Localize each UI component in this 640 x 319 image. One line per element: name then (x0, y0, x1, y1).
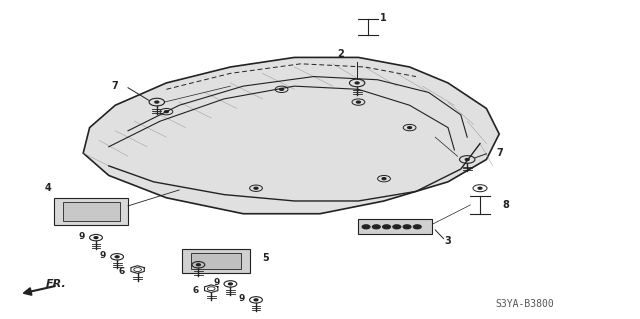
Text: 9: 9 (213, 278, 220, 287)
Bar (54, 198, 128, 225)
Text: S3YA-B3800: S3YA-B3800 (495, 299, 554, 309)
Text: 6: 6 (192, 286, 198, 295)
Text: 8: 8 (502, 200, 509, 210)
Text: 7: 7 (496, 148, 503, 158)
Circle shape (280, 88, 284, 90)
Circle shape (393, 225, 401, 229)
Bar (182, 249, 250, 273)
Circle shape (254, 299, 258, 301)
Bar (191, 253, 241, 269)
Text: 3: 3 (445, 236, 452, 246)
Text: 9: 9 (239, 294, 245, 303)
Circle shape (228, 283, 232, 285)
Circle shape (382, 178, 386, 180)
Circle shape (408, 127, 412, 129)
Text: 5: 5 (262, 253, 269, 263)
Circle shape (478, 187, 482, 189)
Text: 9: 9 (79, 232, 85, 241)
Circle shape (254, 187, 258, 189)
Circle shape (372, 225, 380, 229)
Circle shape (155, 101, 159, 103)
Text: 1: 1 (380, 12, 387, 23)
Circle shape (355, 82, 359, 84)
Text: 2: 2 (337, 49, 344, 59)
Circle shape (115, 256, 119, 258)
Circle shape (465, 159, 469, 160)
Circle shape (383, 225, 390, 229)
Text: 7: 7 (111, 81, 118, 91)
Circle shape (356, 101, 360, 103)
Circle shape (94, 237, 98, 239)
Bar (358, 219, 432, 234)
Text: 6: 6 (118, 267, 125, 276)
Circle shape (164, 111, 168, 113)
Text: 9: 9 (181, 259, 188, 268)
Circle shape (403, 225, 411, 229)
Circle shape (196, 264, 200, 266)
Circle shape (362, 225, 370, 229)
Polygon shape (83, 57, 499, 214)
Circle shape (413, 225, 421, 229)
Text: FR.: FR. (46, 279, 67, 289)
Text: 4: 4 (45, 183, 51, 193)
Bar (63, 202, 120, 221)
Text: 9: 9 (99, 251, 106, 260)
